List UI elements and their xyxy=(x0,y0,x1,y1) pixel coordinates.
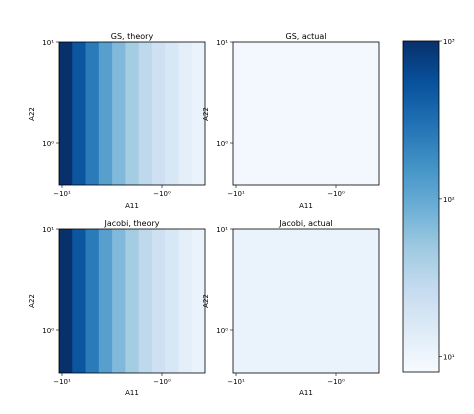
heatmap-cells xyxy=(233,229,380,373)
heatmap-cell xyxy=(286,42,300,185)
y-axis-label: A22 xyxy=(28,107,36,121)
heatmap-cell xyxy=(151,229,166,373)
x-tick-label: −10⁰ xyxy=(153,378,171,386)
heatmap-cell xyxy=(59,229,73,373)
heatmap-cell xyxy=(352,42,367,185)
heatmap-cell xyxy=(312,42,327,185)
panel-jacobi-theory: Jacobi, theory −10¹ −10⁰ 10¹ 10⁰ A11 A22 xyxy=(28,219,206,397)
heatmap-cell xyxy=(325,42,340,185)
x-tick-label: −10⁰ xyxy=(153,190,171,198)
heatmap-cell xyxy=(286,229,300,373)
panel-title: GS, theory xyxy=(111,32,154,41)
heatmap-cell xyxy=(365,42,380,185)
heatmap-cell xyxy=(299,229,314,373)
heatmap-cell xyxy=(125,229,140,373)
y-tick-label: 10⁰ xyxy=(42,327,54,335)
heatmap-cell xyxy=(85,42,100,185)
heatmap-cell xyxy=(339,229,353,373)
panel-jacobi-actual: Jacobi, actual −10¹ −10⁰ 10¹ 10⁰ A11 A22 xyxy=(202,219,380,397)
heatmap-cell xyxy=(325,229,340,373)
heatmap-cell xyxy=(72,42,87,185)
heatmap-cell xyxy=(352,229,367,373)
panel-gs-theory: GS, theory −10¹ −10⁰ 10¹ 10⁰ A11 A22 xyxy=(28,32,206,210)
heatmap-cell xyxy=(138,42,153,185)
y-axis-label: A22 xyxy=(28,294,36,308)
y-tick-label: 10⁰ xyxy=(216,327,228,335)
x-tick-label: −10¹ xyxy=(53,378,71,386)
heatmap-cell xyxy=(365,229,380,373)
y-tick-label: 10¹ xyxy=(216,226,228,234)
heatmap-cell xyxy=(151,42,166,185)
x-tick-label: −10¹ xyxy=(53,190,71,198)
panel-title: GS, actual xyxy=(286,32,327,41)
heatmap-cell xyxy=(312,229,327,373)
y-tick-label: 10¹ xyxy=(216,39,228,47)
heatmap-cell xyxy=(233,229,247,373)
heatmap-cell xyxy=(165,42,179,185)
heatmap-cell xyxy=(112,229,126,373)
heatmap-cell xyxy=(233,42,247,185)
colorbar-ticks: 10³ 10² 10¹ xyxy=(439,38,455,362)
heatmap-cell xyxy=(98,229,113,373)
y-axis-label: A22 xyxy=(202,294,210,308)
plot-frame xyxy=(232,228,380,374)
y-axis-label: A22 xyxy=(202,107,210,121)
heatmap-cell xyxy=(272,42,287,185)
colorbar-tick-label: 10³ xyxy=(443,38,455,46)
plot-frame xyxy=(232,41,380,186)
heatmap-cell xyxy=(125,42,140,185)
panel-gs-actual: GS, actual −10¹ −10⁰ 10¹ 10⁰ A11 A22 xyxy=(202,32,380,210)
y-tick-label: 10¹ xyxy=(42,39,54,47)
heatmap-cell xyxy=(339,42,353,185)
plot-frame xyxy=(58,228,206,374)
heatmap-cell xyxy=(178,229,193,373)
heatmap-cell xyxy=(59,42,73,185)
x-axis-label: A11 xyxy=(125,202,139,210)
colorbar: 10³ 10² 10¹ xyxy=(402,38,455,373)
heatmap-cell xyxy=(85,229,100,373)
heatmap-cell xyxy=(246,42,261,185)
x-tick-label: −10¹ xyxy=(227,378,245,386)
heatmap-cell xyxy=(246,229,261,373)
plot-frame xyxy=(58,41,206,186)
x-tick-label: −10⁰ xyxy=(327,378,345,386)
x-tick-label: −10⁰ xyxy=(327,190,345,198)
heatmap-cell xyxy=(272,229,287,373)
x-axis-label: A11 xyxy=(125,389,139,397)
heatmap-cell xyxy=(165,229,179,373)
panel-title: Jacobi, actual xyxy=(278,219,333,228)
colorbar-tick-label: 10² xyxy=(443,196,455,204)
heatmap-cells xyxy=(59,229,206,373)
heatmap-cell xyxy=(299,42,314,185)
y-tick-label: 10¹ xyxy=(42,226,54,234)
y-tick-label: 10⁰ xyxy=(42,140,54,148)
heatmap-cell xyxy=(191,229,206,373)
heatmap-cell xyxy=(178,42,193,185)
x-axis-label: A11 xyxy=(299,202,313,210)
heatmap-cell xyxy=(112,42,126,185)
colorbar-tick-label: 10¹ xyxy=(443,354,455,362)
x-tick-label: −10¹ xyxy=(227,190,245,198)
x-axis-label: A11 xyxy=(299,389,313,397)
heatmap-cell xyxy=(72,229,87,373)
y-tick-label: 10⁰ xyxy=(216,140,228,148)
heatmap-cell xyxy=(259,229,274,373)
heatmap-cell xyxy=(259,42,274,185)
heatmap-cell xyxy=(138,229,153,373)
colorbar-gradient xyxy=(402,40,440,373)
heatmap-cell xyxy=(98,42,113,185)
heatmap-cell xyxy=(191,42,206,185)
panel-title: Jacobi, theory xyxy=(104,219,160,228)
heatmap-cells xyxy=(59,42,206,185)
heatmap-cells xyxy=(233,42,380,185)
